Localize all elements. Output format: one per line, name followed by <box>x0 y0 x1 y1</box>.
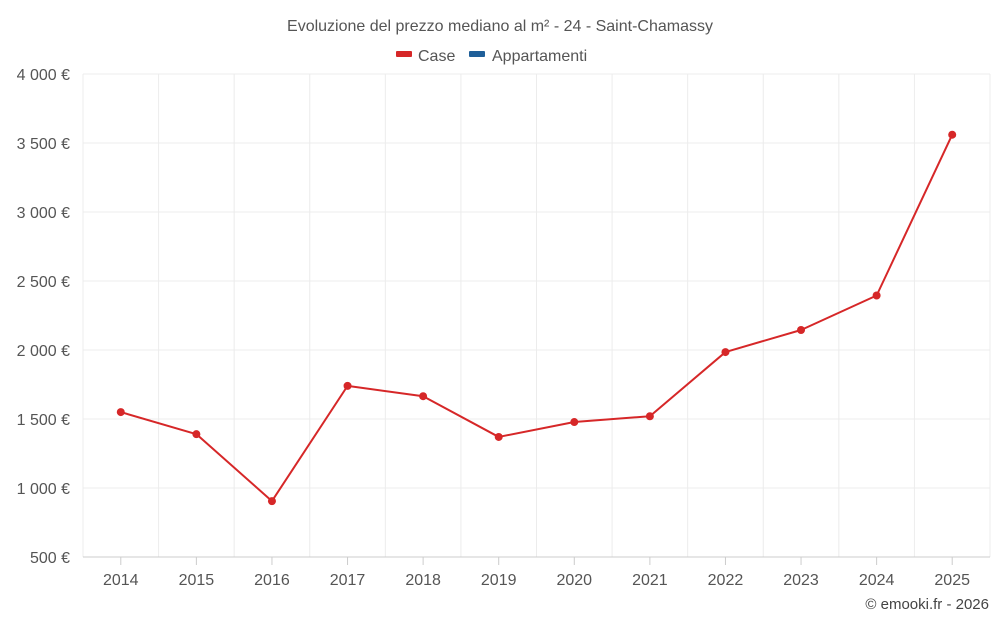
y-axis-ticks: 500 € 1 000 € 1 500 € 2 000 € 2 500 € 3 000 €… <box>17 67 70 567</box>
y-tick-label: 500 € <box>30 550 70 567</box>
x-tick-label: 2021 <box>632 572 668 589</box>
legend-label-case: Case <box>418 48 455 65</box>
x-tick-label: 2019 <box>481 572 517 589</box>
x-grid <box>82 74 991 557</box>
legend-item-case[interactable]: Case <box>396 48 455 65</box>
data-point[interactable] <box>192 430 201 439</box>
x-tick-label: 2023 <box>783 572 819 589</box>
data-point[interactable] <box>872 291 881 300</box>
x-tick-label: 2016 <box>254 572 290 589</box>
x-tick-label: 2014 <box>103 572 139 589</box>
legend-swatch-case <box>396 51 412 57</box>
x-tick-label: 2024 <box>859 572 895 589</box>
series-line-0 <box>120 134 954 503</box>
y-tick-label: 2 000 € <box>17 343 70 360</box>
chart-title: Evoluzione del prezzo mediano al m² - 24… <box>287 18 713 35</box>
y-tick-label: 3 000 € <box>17 205 70 222</box>
data-point[interactable] <box>116 408 125 417</box>
x-axis-ticks: 2014 2015 2016 2017 2018 2019 2020 2021 2022 2023… <box>103 557 970 589</box>
legend-swatch-appartamenti <box>469 51 485 57</box>
data-point[interactable] <box>494 432 503 441</box>
data-point[interactable] <box>343 381 352 390</box>
legend[interactable]: Case Appartamenti <box>396 48 587 65</box>
data-point[interactable] <box>948 130 957 139</box>
data-point[interactable] <box>570 418 579 427</box>
x-tick-label: 2022 <box>708 572 744 589</box>
x-tick-label: 2018 <box>405 572 441 589</box>
y-tick-label: 1 500 € <box>17 412 70 429</box>
data-point[interactable] <box>797 325 806 334</box>
y-tick-label: 2 500 € <box>17 274 70 291</box>
y-tick-label: 4 000 € <box>17 67 70 84</box>
data-point[interactable] <box>645 412 654 421</box>
legend-item-appartamenti[interactable]: Appartamenti <box>469 48 587 65</box>
x-tick-label: 2015 <box>179 572 215 589</box>
data-point[interactable] <box>721 348 730 357</box>
x-tick-label: 2017 <box>330 572 366 589</box>
data-point[interactable] <box>267 497 276 506</box>
x-tick-label: 2020 <box>556 572 592 589</box>
legend-label-appartamenti: Appartamenti <box>492 48 587 65</box>
credit-text: © emooki.fr - 2026 <box>865 596 989 613</box>
x-tick-label: 2025 <box>934 572 970 589</box>
y-tick-label: 3 500 € <box>17 136 70 153</box>
y-tick-label: 1 000 € <box>17 481 70 498</box>
data-point[interactable] <box>419 392 428 401</box>
series-layer <box>116 130 957 506</box>
